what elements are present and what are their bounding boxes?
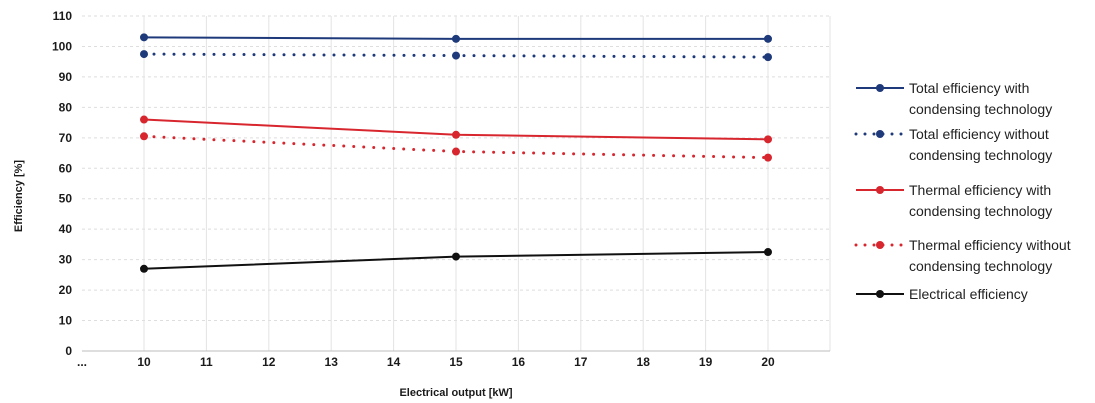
legend: Total efficiency with condensing technolo… — [854, 80, 1071, 302]
y-tick-label: 20 — [59, 283, 73, 297]
legend-label: condensing technology — [909, 203, 1052, 219]
series-3 — [140, 115, 772, 144]
x-tick-label: ... — [77, 355, 87, 369]
legend-label: Thermal efficiency without — [909, 237, 1071, 253]
legend-label: condensing technology — [909, 147, 1052, 163]
series-line — [142, 134, 770, 160]
y-axis-title: Efficiency [%] — [13, 160, 25, 232]
data-point — [140, 33, 148, 42]
x-tick-label: 18 — [637, 355, 651, 369]
y-tick-label: 0 — [65, 344, 72, 358]
x-tick-label: 20 — [761, 355, 775, 369]
x-axis-title: Electrical output [kW] — [399, 387, 512, 399]
x-tick-label: 15 — [449, 355, 463, 369]
x-tick-label: 17 — [574, 355, 588, 369]
y-tick-label: 10 — [59, 314, 73, 328]
x-tick-label: 10 — [137, 355, 151, 369]
y-tick-label: 50 — [59, 192, 73, 206]
y-tick-labels: 0 10 20 30 40 50 60 70 80 90 100 110 — [52, 9, 72, 358]
y-tick-label: 30 — [59, 253, 73, 267]
legend-label: Total efficiency without — [909, 126, 1049, 142]
data-point — [764, 153, 772, 162]
data-point — [452, 130, 460, 139]
y-tick-label: 110 — [53, 9, 73, 23]
legend-label: condensing technology — [909, 258, 1052, 274]
data-point — [764, 34, 772, 43]
series-4 — [140, 132, 772, 162]
series-2 — [140, 50, 772, 62]
x-tick-label: 12 — [262, 355, 276, 369]
legend-label: Thermal efficiency with — [909, 182, 1051, 198]
data-point — [452, 34, 460, 43]
grid-lines — [82, 15, 831, 351]
legend-label: condensing technology — [909, 101, 1052, 117]
series-line — [142, 52, 770, 59]
data-point — [140, 132, 148, 141]
x-tick-labels: ... 10 11 12 13 14 15 16 17 18 19 20 — [77, 355, 775, 369]
x-tick-label: 13 — [325, 355, 339, 369]
data-point — [140, 115, 148, 124]
legend-label: Electrical efficiency — [909, 286, 1028, 302]
y-tick-label: 100 — [52, 39, 72, 53]
series-5 — [140, 248, 772, 273]
data-point — [452, 51, 460, 60]
y-tick-label: 70 — [59, 131, 73, 145]
y-tick-label: 60 — [59, 161, 73, 175]
legend-item: Thermal efficiency without condensing tec… — [854, 237, 1071, 274]
data-series — [140, 33, 772, 273]
data-point — [764, 53, 772, 62]
legend-item: Total efficiency with condensing technolo… — [856, 80, 1052, 117]
legend-label: Total efficiency with — [909, 80, 1029, 96]
data-point — [764, 135, 772, 144]
legend-swatch-marker — [876, 186, 884, 194]
x-tick-label: 19 — [699, 355, 713, 369]
legend-swatch-marker — [876, 84, 884, 92]
series-1 — [140, 33, 772, 43]
y-tick-label: 80 — [59, 100, 73, 114]
data-point — [140, 264, 148, 273]
legend-item: Thermal efficiency with condensing techno… — [856, 182, 1052, 219]
data-point — [140, 50, 148, 59]
x-tick-label: 11 — [200, 355, 213, 369]
legend-item: Electrical efficiency — [856, 286, 1028, 302]
legend-item: Total efficiency without condensing techn… — [854, 126, 1052, 163]
x-tick-label: 14 — [387, 355, 401, 369]
legend-swatch-marker — [876, 241, 884, 249]
data-point — [764, 248, 772, 257]
data-point — [452, 147, 460, 156]
legend-swatch-marker — [876, 130, 884, 138]
legend-swatch-marker — [876, 290, 884, 298]
y-tick-label: 40 — [59, 222, 73, 236]
data-point — [452, 252, 460, 261]
x-tick-label: 16 — [512, 355, 526, 369]
y-tick-label: 90 — [59, 70, 73, 84]
